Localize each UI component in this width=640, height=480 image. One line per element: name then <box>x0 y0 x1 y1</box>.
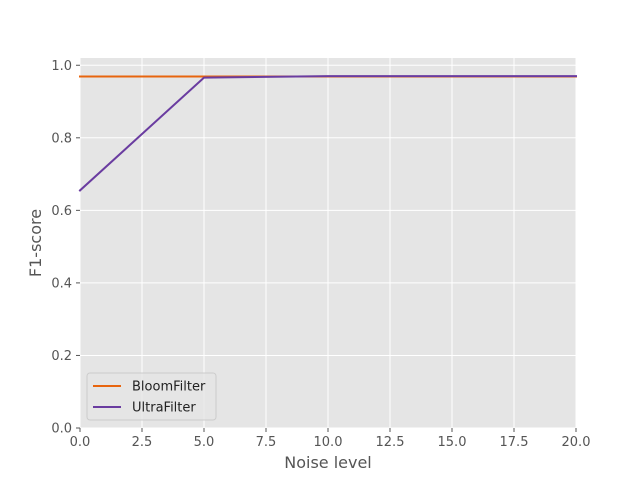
y-tick-label: 1.0 <box>51 59 72 74</box>
x-tick-label: 17.5 <box>500 435 529 450</box>
series-lines <box>78 75 577 192</box>
series-line-ultrafilter <box>78 75 577 192</box>
y-axis-label: F1-score <box>26 209 45 277</box>
x-tick-label: 5.0 <box>194 435 215 450</box>
y-tick-label: 0.4 <box>51 276 72 291</box>
x-tick-label: 0.0 <box>70 435 91 450</box>
y-tick-label: 0.8 <box>51 131 72 146</box>
legend-label-ultrafilter: UltraFilter <box>132 401 196 416</box>
y-tick-label: 0.2 <box>51 349 72 364</box>
x-tick-label: 15.0 <box>438 435 467 450</box>
x-axis: 0.0 2.5 5.0 7.5 10.0 12.5 15.0 17.5 20.0 <box>70 428 591 450</box>
y-tick-label: 0.0 <box>51 422 72 437</box>
x-tick-label: 10.0 <box>314 435 343 450</box>
y-axis: 0.0 0.2 0.4 0.6 0.8 1.0 <box>51 59 80 437</box>
legend-box <box>86 372 217 421</box>
legend: BloomFilter UltraFilter <box>86 372 217 421</box>
x-tick-label: 12.5 <box>376 435 405 450</box>
legend-label-bloomfilter: BloomFilter <box>132 380 206 395</box>
y-tick-label: 0.6 <box>51 204 72 219</box>
x-tick-label: 7.5 <box>256 435 277 450</box>
x-tick-label: 20.0 <box>562 435 591 450</box>
x-axis-label: Noise level <box>284 453 372 472</box>
x-tick-label: 2.5 <box>132 435 153 450</box>
